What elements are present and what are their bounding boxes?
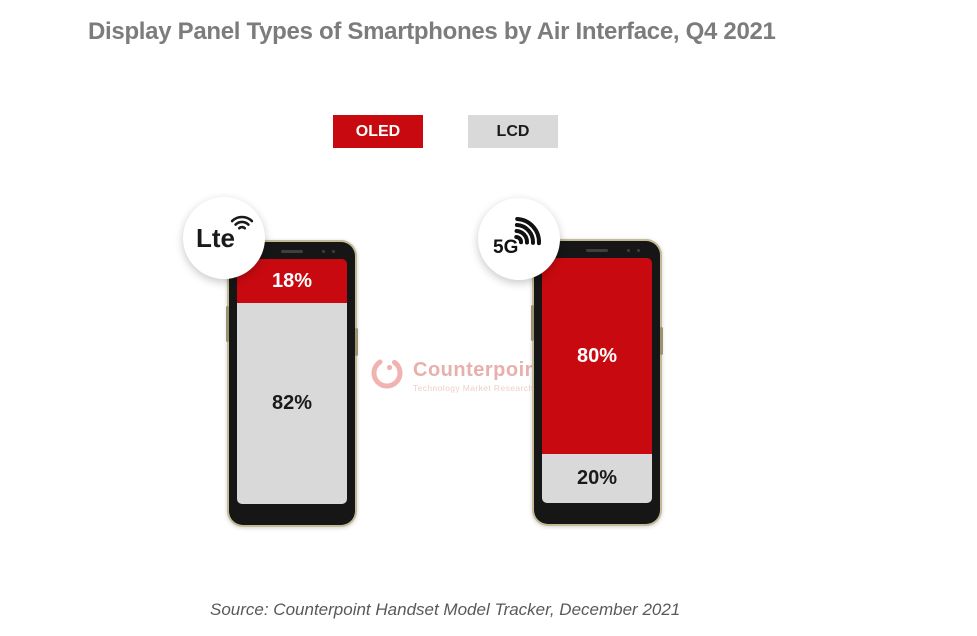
counterpoint-watermark: Counterpoint Technology Market Research	[368, 354, 545, 397]
phone-5g-body: 80% 20%	[534, 241, 660, 524]
badge-5g-label: 5G	[493, 237, 519, 258]
wifi-signal-icon	[226, 210, 258, 237]
legend-item-oled: OLED	[333, 115, 423, 148]
camera-dot	[332, 250, 335, 253]
oled-segment-5g-value: 80%	[576, 344, 618, 367]
badge-5g: 5G	[478, 198, 560, 280]
legend-label-lcd: LCD	[496, 122, 530, 140]
phone-5g-screen: 80% 20%	[542, 258, 652, 503]
camera-dot	[637, 249, 640, 252]
phone-lte: 18% 82%	[226, 240, 358, 527]
phone-lte-screen: 18% 82%	[237, 259, 347, 504]
badge-lte: Lte	[183, 197, 265, 279]
oled-segment-lte: 18%	[237, 259, 347, 304]
lcd-segment-5g-value: 20%	[576, 467, 618, 489]
lcd-segment-lte: 82%	[237, 303, 347, 504]
camera-dot	[627, 249, 630, 252]
volume-button	[226, 306, 229, 342]
speaker-slot	[281, 250, 303, 253]
legend-label-oled: OLED	[355, 122, 401, 140]
lcd-segment-lte-value: 82%	[271, 392, 313, 415]
volume-button	[531, 305, 534, 341]
power-button	[660, 327, 663, 355]
camera-dot	[322, 250, 325, 253]
power-button	[355, 328, 358, 356]
source-note: Source: Counterpoint Handset Model Track…	[210, 600, 681, 619]
lcd-segment-5g: 20%	[542, 454, 652, 503]
watermark-brand: Counterpoint	[413, 358, 545, 381]
oled-segment-lte-value: 18%	[271, 269, 313, 292]
5g-signal-icon	[503, 207, 551, 260]
counterpoint-logo-icon	[368, 354, 406, 397]
watermark-tagline: Technology Market Research	[413, 382, 534, 393]
phone-lte-body: 18% 82%	[229, 242, 355, 525]
chart-title: Display Panel Types of Smartphones by Ai…	[88, 18, 776, 45]
badge-lte-label: Lte	[196, 223, 235, 253]
legend-item-lcd: LCD	[468, 115, 558, 148]
speaker-slot	[586, 249, 608, 252]
oled-segment-5g: 80%	[542, 258, 652, 454]
phone-5g: 80% 20%	[531, 239, 663, 526]
